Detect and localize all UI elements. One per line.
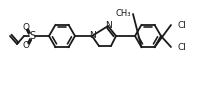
Text: N: N [90,31,96,40]
Text: S: S [29,31,35,41]
Text: O: O [23,40,30,50]
Text: O: O [23,22,30,31]
Text: Cl: Cl [178,42,187,52]
Text: N: N [106,20,112,29]
Text: Cl: Cl [178,20,187,29]
Text: CH₃: CH₃ [115,8,131,17]
